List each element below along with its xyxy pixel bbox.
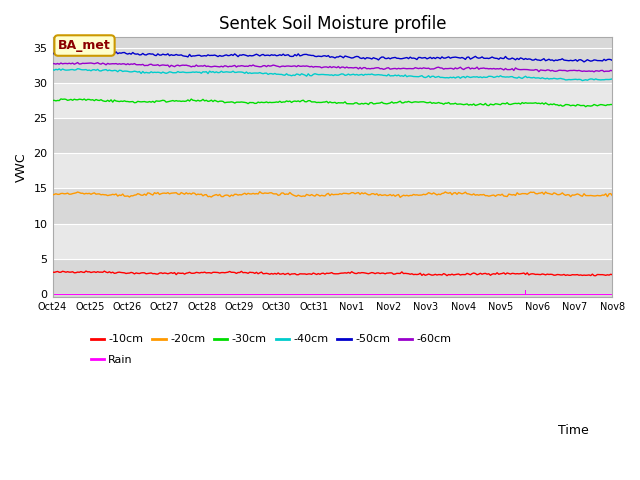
-10cm <box>515 271 523 277</box>
-30cm <box>365 102 372 108</box>
-60cm <box>174 62 182 68</box>
-40cm <box>174 69 182 74</box>
-10cm <box>508 270 516 276</box>
-40cm <box>365 72 372 77</box>
-40cm <box>56 66 63 72</box>
-10cm <box>82 268 90 274</box>
-50cm <box>365 55 372 61</box>
-50cm <box>94 49 102 55</box>
Bar <box>52 153 612 188</box>
-30cm <box>56 98 63 104</box>
-40cm <box>508 74 516 80</box>
-40cm <box>579 78 586 84</box>
-20cm <box>216 192 223 197</box>
Title: Sentek Soil Moisture profile: Sentek Soil Moisture profile <box>219 15 446 33</box>
Bar <box>525 290 526 294</box>
-50cm <box>508 55 516 61</box>
-60cm <box>56 61 63 67</box>
-10cm <box>365 271 372 276</box>
-30cm <box>515 100 523 106</box>
-10cm <box>592 273 600 278</box>
Text: Time: Time <box>558 424 589 437</box>
Line: -60cm: -60cm <box>52 62 612 72</box>
-30cm <box>218 98 225 104</box>
-10cm <box>609 272 616 277</box>
-20cm <box>396 194 404 200</box>
-40cm <box>515 74 523 80</box>
-60cm <box>49 60 56 66</box>
-30cm <box>57 96 65 102</box>
-30cm <box>609 102 616 108</box>
-20cm <box>49 192 56 198</box>
Line: -30cm: -30cm <box>52 99 612 107</box>
-60cm <box>508 66 516 72</box>
-20cm <box>516 191 524 197</box>
-50cm <box>515 57 523 62</box>
-60cm <box>590 69 598 75</box>
-20cm <box>510 192 518 197</box>
-30cm <box>174 98 182 104</box>
Line: -40cm: -40cm <box>52 69 612 81</box>
-20cm <box>365 192 372 198</box>
Line: -20cm: -20cm <box>52 192 612 197</box>
-50cm <box>218 53 225 59</box>
-60cm <box>365 66 372 72</box>
Text: BA_met: BA_met <box>58 39 111 52</box>
-10cm <box>49 269 56 275</box>
-20cm <box>172 190 180 196</box>
-20cm <box>256 189 264 194</box>
-60cm <box>515 67 523 72</box>
Legend: Rain: Rain <box>86 351 138 370</box>
-50cm <box>174 52 182 58</box>
Line: -10cm: -10cm <box>52 271 612 276</box>
-40cm <box>609 76 616 82</box>
-10cm <box>174 270 182 276</box>
Bar <box>52 224 612 259</box>
-40cm <box>74 66 81 72</box>
Bar <box>52 259 612 294</box>
-30cm <box>582 104 589 109</box>
-50cm <box>580 59 588 65</box>
-60cm <box>74 60 81 65</box>
-60cm <box>609 68 616 74</box>
Line: -50cm: -50cm <box>52 52 612 62</box>
-10cm <box>218 270 225 276</box>
Bar <box>52 37 612 83</box>
-40cm <box>49 67 56 72</box>
-30cm <box>49 97 56 103</box>
Bar <box>52 188 612 224</box>
-20cm <box>56 192 63 197</box>
-10cm <box>56 269 63 275</box>
Y-axis label: VWC: VWC <box>15 153 28 182</box>
-20cm <box>609 193 616 199</box>
-30cm <box>508 101 516 107</box>
-50cm <box>609 58 616 63</box>
-50cm <box>49 49 56 55</box>
-50cm <box>56 51 63 57</box>
-40cm <box>218 68 225 74</box>
Bar <box>52 118 612 153</box>
-60cm <box>218 63 225 69</box>
Bar <box>52 83 612 118</box>
